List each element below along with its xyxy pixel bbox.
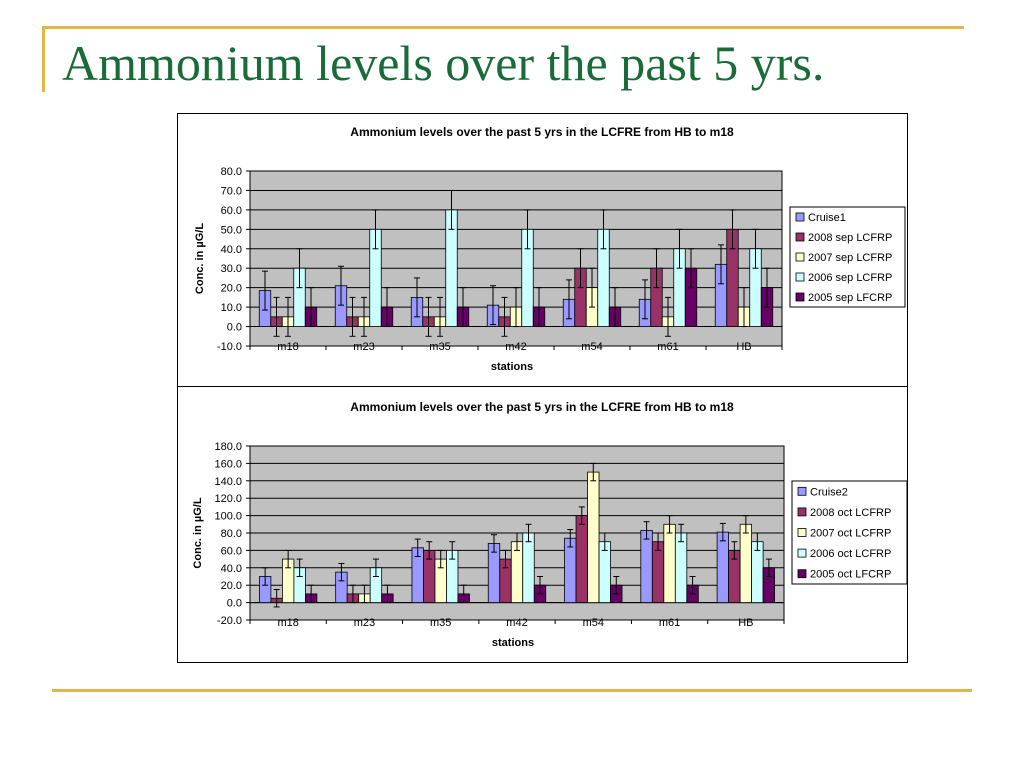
legend-swatch [795, 212, 805, 222]
x-tick-label: HB [738, 617, 753, 629]
bar [564, 537, 577, 603]
legend-swatch [795, 252, 805, 262]
y-tick-label: 20.0 [221, 283, 242, 295]
legend-label: 2005 oct LFCRP [810, 569, 891, 581]
y-tick-label: 40.0 [221, 244, 242, 256]
x-tick-label: m18 [277, 617, 298, 629]
x-tick-label: m61 [657, 341, 678, 353]
y-tick-label: 0.0 [227, 322, 242, 334]
y-tick-label: 120.0 [214, 493, 242, 505]
legend-swatch [795, 232, 805, 242]
slide-title: Ammonium levels over the past 5 yrs. [62, 35, 825, 91]
x-tick-label: m23 [354, 617, 375, 629]
accent-rule-bottom [52, 689, 972, 692]
y-tick-label: 30.0 [221, 263, 242, 275]
y-tick-label: -20.0 [217, 615, 242, 627]
x-tick-label: m35 [430, 617, 451, 629]
y-tick-label: 100.0 [214, 511, 242, 523]
legend-label: 2006 sep LCFRP [808, 272, 892, 284]
y-axis-title: Conc. in µG/L [192, 497, 204, 568]
legend-label: 2007 sep LCFRP [808, 252, 892, 264]
bar [587, 471, 600, 604]
x-tick-label: m23 [353, 341, 374, 353]
legend-swatch [797, 569, 807, 579]
legend-swatch [795, 292, 805, 302]
y-tick-label: 140.0 [214, 476, 242, 488]
bar [674, 532, 688, 603]
y-tick-label: 70.0 [221, 185, 242, 197]
legend-swatch [797, 548, 807, 558]
x-tick-label: HB [736, 341, 751, 353]
y-tick-label: -10.0 [217, 341, 242, 353]
y-tick-label: 50.0 [221, 224, 242, 236]
legend-swatch [797, 528, 807, 537]
x-tick-label: m42 [506, 617, 527, 629]
y-tick-label: 160.0 [214, 458, 242, 470]
bar [716, 531, 730, 604]
x-tick-label: m61 [659, 617, 680, 629]
y-tick-label: 0.0 [227, 598, 242, 610]
x-tick-label: m42 [505, 341, 526, 353]
y-tick-label: 60.0 [221, 205, 242, 217]
legend-label: Cruise1 [808, 212, 846, 224]
legend-label: 2008 oct LCFRP [810, 507, 891, 519]
x-tick-label: m54 [581, 341, 602, 353]
x-tick-label: m35 [429, 341, 450, 353]
chart-title: Ammonium levels over the past 5 yrs in t… [350, 125, 734, 139]
y-tick-label: 10.0 [221, 302, 242, 314]
legend-label: 2006 oct LCFRP [810, 548, 891, 560]
legend-swatch [795, 272, 805, 282]
bar [663, 523, 676, 603]
chart-divider [177, 386, 908, 387]
y-axis-title: Conc. in µG/L [194, 223, 206, 294]
x-tick-label: m18 [277, 341, 298, 353]
legend-box [789, 206, 906, 308]
legend-label: 2007 oct LCFRP [810, 528, 891, 540]
legend-label: Cruise2 [810, 486, 848, 498]
bar [575, 515, 588, 603]
y-tick-label: 80.0 [221, 166, 242, 178]
x-axis-title: stations [491, 361, 533, 373]
y-tick-label: 60.0 [221, 545, 242, 557]
y-tick-label: 40.0 [221, 563, 242, 575]
y-tick-label: 80.0 [221, 528, 242, 540]
bar [739, 523, 753, 603]
legend-label: 2005 sep LFCRP [808, 292, 892, 304]
chart-title: Ammonium levels over the past 5 yrs in t… [350, 400, 734, 414]
bar [522, 532, 535, 603]
accent-rule-top [42, 26, 964, 29]
bar [640, 529, 653, 604]
y-tick-label: 20.0 [221, 580, 242, 592]
legend-label: 2008 sep LCFRP [808, 232, 892, 244]
legend-swatch [797, 507, 807, 517]
legend-box [791, 480, 908, 585]
x-axis-title: stations [492, 637, 534, 649]
legend-swatch [797, 486, 807, 496]
accent-rule-vertical [42, 26, 45, 92]
y-tick-label: 180.0 [214, 441, 242, 453]
x-tick-label: m54 [583, 617, 604, 629]
